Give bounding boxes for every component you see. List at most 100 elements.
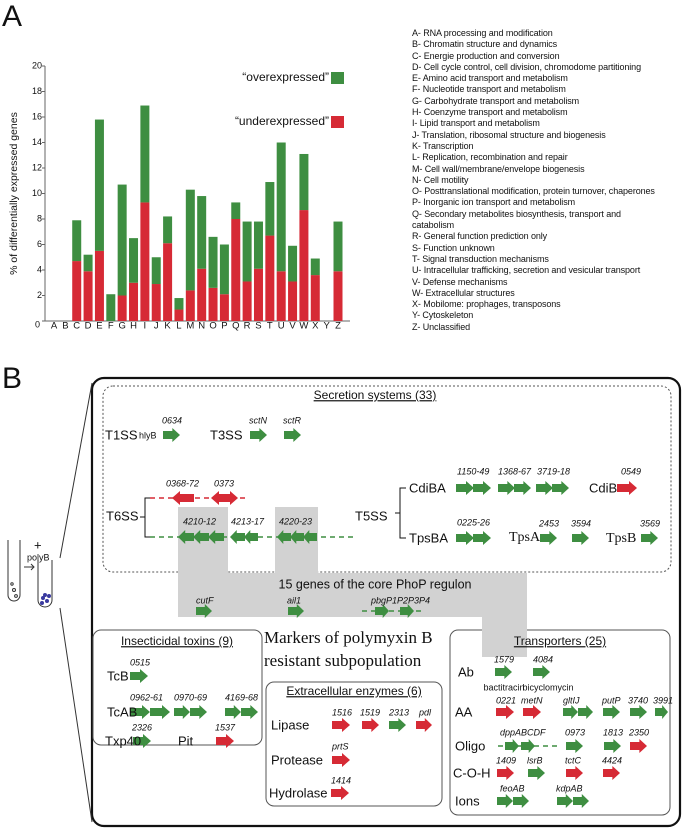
diagram-label: Transporters (25): [514, 634, 606, 648]
bar-segment: [106, 294, 116, 321]
category-key: A- RNA processing and modification B- Chr…: [412, 28, 662, 333]
y-tick-label: 4: [37, 264, 42, 274]
x-tick-label: H: [130, 321, 137, 332]
gene-arrow: [332, 718, 350, 732]
gene-arrow: [362, 718, 379, 732]
panel-label: B: [2, 362, 22, 395]
diagram-label: 0549: [621, 466, 641, 476]
diagram-label: 0373: [214, 478, 234, 488]
diagram-label: CdiB: [589, 480, 617, 495]
x-tick-label: Z: [335, 321, 341, 332]
bar-segment: [83, 254, 93, 272]
category-key-item: N- Cell motility: [412, 174, 469, 185]
category-key-item: Z- Unclassified: [412, 321, 471, 332]
y-tick-label: 14: [32, 137, 42, 147]
gene-arrow: [473, 531, 491, 545]
diagram-label: 0515: [130, 657, 151, 667]
gene-arrow: [495, 665, 512, 679]
gene-arrow: [617, 481, 637, 495]
gene-arrow: [603, 705, 620, 719]
bar-segment: [231, 202, 241, 219]
diagram-label: 1516: [332, 707, 352, 717]
x-tick-label: Y: [323, 321, 330, 332]
bar-segment: [151, 284, 161, 321]
diagram-label: AA: [455, 704, 473, 719]
bar-segment: [197, 268, 207, 321]
diagram-label: Secretion systems (33): [314, 388, 437, 402]
category-key-item: S- Function unknown: [412, 242, 495, 253]
category-key-item: Y- Cytoskeleton: [412, 310, 474, 321]
diagram-label: putP: [601, 695, 621, 705]
diagram-label: 1368-67: [498, 466, 532, 476]
gene-arrow: [225, 705, 241, 719]
diagram-label: bicyclomycin: [522, 682, 573, 692]
diagram-label: 1409: [496, 755, 516, 765]
y-tick-label: 0: [35, 319, 40, 329]
diagram-label: 0634: [162, 415, 182, 425]
legend-label: “underexpressed”: [235, 114, 329, 128]
diagram-label: Txp40: [105, 733, 141, 748]
category-key-item: O- Posttranslational modification, prote…: [412, 186, 655, 197]
gene-arrow: [284, 428, 301, 442]
gene-arrow: [290, 530, 304, 544]
diagram-label: tctC: [565, 755, 582, 765]
diagram-label: TpsBA: [409, 530, 448, 545]
x-tick-label: D: [85, 321, 92, 332]
enzymes-box: [265, 681, 443, 807]
diagram-label: Lipase: [271, 717, 309, 732]
diagram-label: Pit: [178, 733, 194, 748]
category-key-item: A- RNA processing and modification: [412, 28, 553, 38]
bar-segment: [163, 216, 173, 244]
legend-label: “overexpressed”: [242, 70, 329, 84]
category-key-item: U- Intracellular trafficking, secretion …: [412, 265, 641, 276]
x-tick-label: O: [209, 321, 216, 332]
bar-segment: [129, 238, 139, 283]
diagram-label: T1SS: [105, 427, 138, 442]
x-tick-label: R: [244, 321, 251, 332]
gene-arrow: [174, 705, 190, 719]
diagram-label: T5SS: [355, 508, 388, 523]
category-key-item: D- Cell cycle control, cell division, ch…: [412, 61, 641, 72]
category-key-item: W- Extracellular structures: [412, 287, 515, 298]
x-tick-label: W: [299, 321, 308, 332]
gene-arrow: [163, 428, 180, 442]
bar-segment: [219, 294, 229, 321]
category-key-item: R- General function prediction only: [412, 231, 548, 242]
gene-arrow: [331, 786, 349, 800]
gene-arrow: [150, 705, 170, 719]
gene-arrow: [630, 705, 647, 719]
diagram-label: ail1: [287, 595, 301, 605]
diagram-label: cutF: [196, 595, 214, 605]
diagram-label: 1579: [494, 654, 514, 664]
gene-arrow: [416, 718, 432, 732]
gene-arrow: [603, 766, 620, 780]
gene-arrow: [552, 481, 569, 495]
bar-segment: [242, 281, 252, 321]
category-key-item: H- Coenzyme transport and metabolism: [412, 107, 568, 118]
category-key-item: K- Transcription: [412, 140, 474, 151]
gene-arrow: [641, 531, 658, 545]
diagram-label: dppABCDF: [500, 727, 546, 737]
diagram-label: 2313: [388, 707, 409, 717]
diagram-label: 15 genes of the core PhoP regulon: [279, 577, 472, 591]
gene-arrow: [578, 705, 593, 719]
x-tick-label: Q: [232, 321, 239, 332]
category-key-item: X- Mobilome: prophages, transposons: [412, 299, 561, 310]
bar-segment: [288, 281, 298, 321]
x-tick-label: F: [108, 321, 114, 332]
gene-arrow: [230, 530, 245, 544]
category-key-item: J- Translation, ribosomal structure and …: [412, 129, 606, 140]
bar-segment: [151, 257, 161, 285]
legend-swatch: [331, 116, 344, 128]
diagram-label: CdiBA: [409, 480, 446, 495]
gene-arrow: [498, 481, 515, 495]
bar-segment: [253, 221, 263, 269]
diagram-label: Insecticidal toxins (9): [121, 634, 233, 648]
category-key-item: C- Energie production and conversion: [412, 50, 560, 61]
gene-arrow: [497, 766, 514, 780]
diagram-label: pdl: [418, 707, 432, 717]
diagram-label: polyB: [27, 552, 50, 562]
bar-segment: [288, 245, 298, 282]
diagram-label: C-O-H: [453, 765, 491, 780]
gene-arrow: [496, 705, 514, 719]
